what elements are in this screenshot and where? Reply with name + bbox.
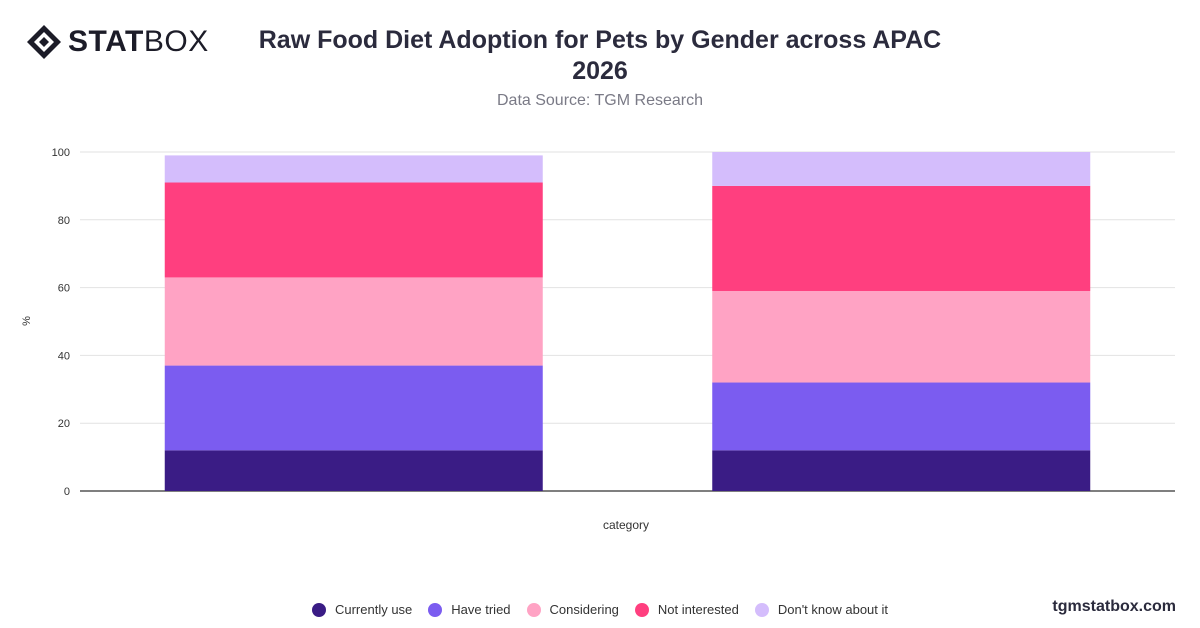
y-tick-label: 20 [58,418,70,430]
bar-segment-currently-use[interactable] [712,450,1091,491]
statbox-logo: STATBOX [26,24,209,60]
bars [164,152,1091,491]
legend-label: Have tried [451,602,511,617]
bar-segment-not-interested[interactable] [164,182,543,278]
legend-item-considering[interactable]: Considering [526,602,619,617]
y-tick-label: 80 [58,215,70,227]
legend-item-not-interested[interactable]: Not interested [634,602,739,617]
y-tick-label: 60 [58,283,70,295]
legend-swatch-icon [526,602,541,617]
legend-label: Considering [549,602,619,617]
legend-item-currently-use[interactable]: Currently use [311,602,413,617]
bar-segment-have-tried[interactable] [712,382,1091,451]
chart-title: Raw Food Diet Adoption for Pets by Gende… [258,26,942,85]
legend-label: Currently use [334,602,413,617]
bar-segment-considering[interactable] [164,277,543,366]
chart-legend: Currently use Have tried Considering Not in… [0,602,1200,617]
bar-segment-currently-use[interactable] [164,450,543,491]
bar-segment-have-tried[interactable] [164,365,543,451]
legend-swatch-icon [634,602,649,617]
y-tick-label: 40 [58,350,70,362]
stacked-bar-chart: 0 20 40 60 80 100 % category [21,147,1175,532]
legend-label: Don't know about it [777,602,889,617]
legend-swatch-icon [754,602,769,617]
y-tick-label: 0 [64,486,70,498]
legend-item-dont-know[interactable]: Don't know about it [754,602,889,617]
legend-label: Not interested [657,602,739,617]
x-axis-label: category [603,518,649,532]
brand-url: tgmstatbox.com [1052,598,1176,615]
legend-swatch-icon [311,602,326,617]
legend-item-have-tried[interactable]: Have tried [428,602,511,617]
y-tick-label: 100 [52,147,70,159]
statbox-diamond-icon [27,25,61,59]
y-axis-label: % [21,316,33,326]
legend-swatch-icon [428,602,443,617]
logo-wordmark: STATBOX [68,25,209,58]
bar-segment-not-interested[interactable] [712,185,1091,291]
y-tick-labels: 0 20 40 60 80 100 [52,147,70,498]
bar-segment-dont-know[interactable] [164,155,543,183]
chart-subtitle: Data Source: TGM Research [496,92,703,109]
bar-segment-considering[interactable] [712,290,1091,383]
bar-segment-dont-know[interactable] [712,152,1091,186]
